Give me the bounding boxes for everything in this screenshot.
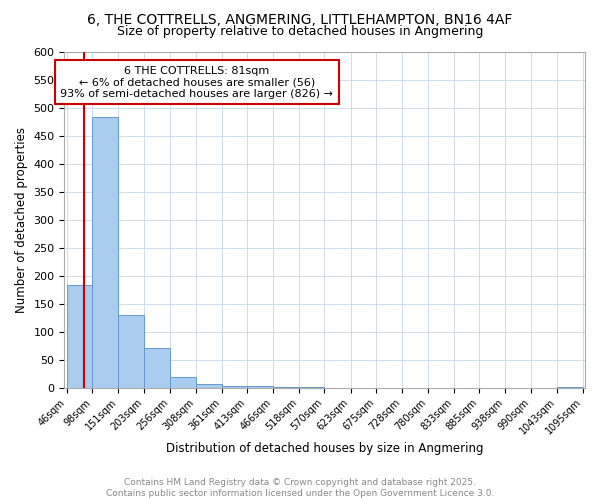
Text: Size of property relative to detached houses in Angmering: Size of property relative to detached ho… (117, 25, 483, 38)
Bar (274, 387, 299, 388)
Text: 6, THE COTTRELLS, ANGMERING, LITTLEHAMPTON, BN16 4AF: 6, THE COTTRELLS, ANGMERING, LITTLEHAMPT… (88, 12, 512, 26)
Bar (144, 348, 170, 388)
Text: Contains HM Land Registry data © Crown copyright and database right 2025.
Contai: Contains HM Land Registry data © Crown c… (106, 478, 494, 498)
Bar (247, 386, 274, 388)
Bar (92, 117, 118, 388)
Bar (196, 384, 222, 388)
Bar (299, 387, 325, 388)
Y-axis label: Number of detached properties: Number of detached properties (15, 126, 28, 312)
Bar (170, 378, 196, 388)
Text: 6 THE COTTRELLS: 81sqm
← 6% of detached houses are smaller (56)
93% of semi-deta: 6 THE COTTRELLS: 81sqm ← 6% of detached … (60, 66, 333, 98)
X-axis label: Distribution of detached houses by size in Angmering: Distribution of detached houses by size … (166, 442, 484, 455)
Bar (118, 315, 144, 388)
Bar (67, 285, 92, 388)
Bar (222, 386, 247, 388)
Bar (557, 387, 583, 388)
